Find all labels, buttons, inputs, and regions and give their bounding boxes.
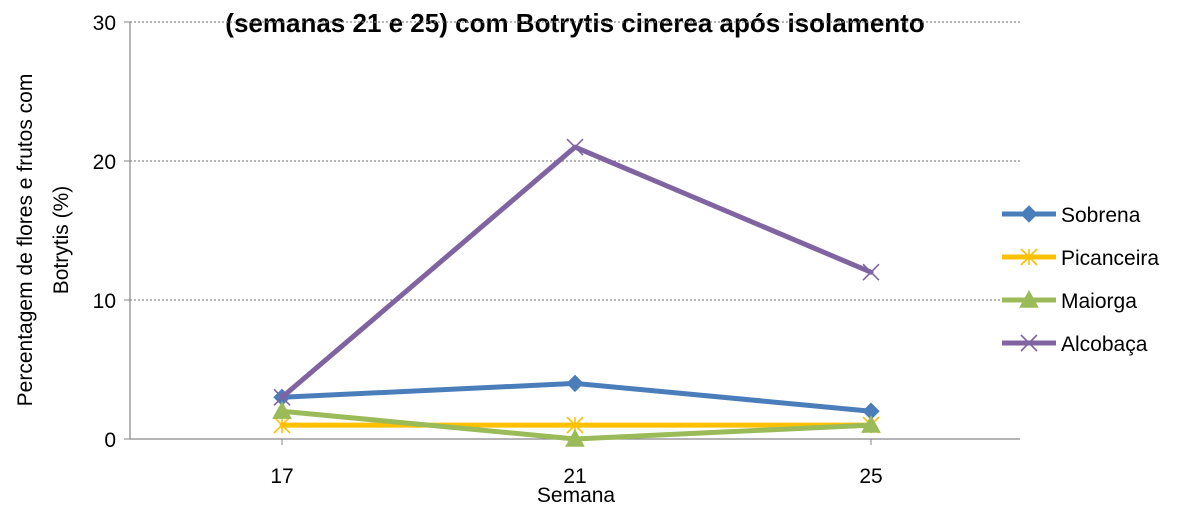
x-axis-label: Semana <box>537 484 616 506</box>
legend-label: Maiorga <box>1061 290 1137 313</box>
series-alcobaça <box>273 138 880 406</box>
point-marker <box>1020 334 1038 352</box>
point-marker <box>273 416 291 434</box>
series-line <box>279 144 874 400</box>
y-tick-label: 20 <box>93 151 116 174</box>
y-axis-label-line-2: Botrytis (%) <box>50 186 73 295</box>
point-marker <box>566 138 584 156</box>
chart-title: (semanas 21 e 25) com Botrytis cinerea a… <box>225 8 924 38</box>
legend-label: Sobrena <box>1061 204 1141 227</box>
point-marker <box>861 415 881 433</box>
point-marker <box>862 263 880 281</box>
point-marker-stroke <box>566 138 584 156</box>
legend-item: Sobrena <box>1002 204 1141 227</box>
legend-item: Alcobaça <box>1002 333 1148 356</box>
series-maiorga <box>272 401 881 447</box>
gridlines <box>130 21 1020 301</box>
series-layer <box>272 138 881 447</box>
legend: Sobrena Picanceira Maiorga Alcobaça <box>1002 204 1159 356</box>
y-axis-label: Percentagem de flores e frutos com Botry… <box>14 74 73 407</box>
y-tick-label: 30 <box>93 12 116 35</box>
point-marker <box>1019 289 1039 308</box>
legend-item: Maiorga <box>1002 289 1137 313</box>
point-marker <box>566 374 584 393</box>
point-marker <box>272 401 292 419</box>
point-marker <box>565 428 585 447</box>
point-marker <box>1020 248 1038 266</box>
y-tick-label: 0 <box>104 429 116 452</box>
point-marker <box>273 388 291 406</box>
y-tick-label: 10 <box>93 290 116 313</box>
x-ticks: 17 21 25 <box>270 465 882 488</box>
point-marker <box>1020 205 1038 223</box>
x-tick-label: 17 <box>270 465 293 488</box>
x-tick-label: 21 <box>563 465 586 488</box>
series-sobrena <box>273 374 880 420</box>
x-tick-label: 25 <box>859 465 882 488</box>
legend-item: Picanceira <box>1002 247 1159 270</box>
point-marker-stroke <box>862 263 880 281</box>
legend-label: Picanceira <box>1061 247 1159 270</box>
point-marker-stroke <box>273 388 291 406</box>
point-marker-stroke <box>1020 334 1038 352</box>
y-ticks: 0 10 20 30 <box>93 12 116 452</box>
y-axis-label-line-1: Percentagem de flores e frutos com <box>14 74 37 407</box>
legend-label: Alcobaça <box>1061 333 1148 356</box>
